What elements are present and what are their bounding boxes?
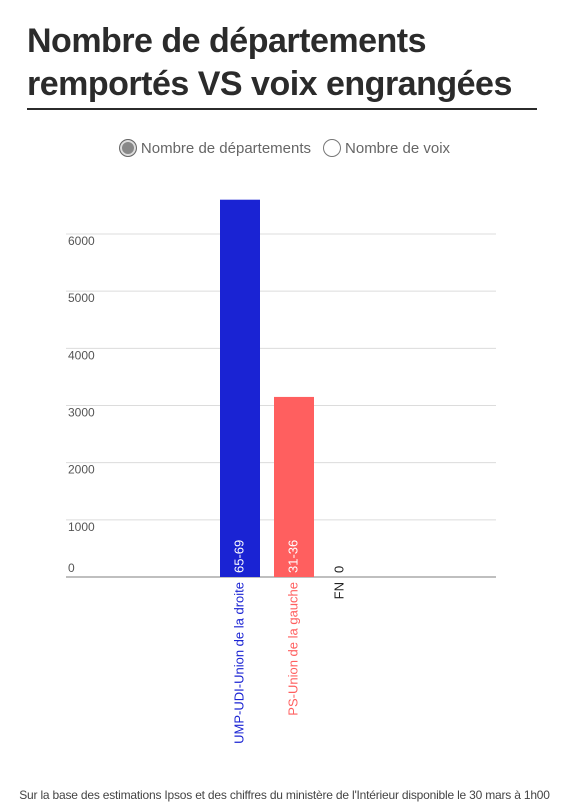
- y-tick-label: 0: [68, 561, 75, 575]
- bar: [220, 199, 260, 577]
- toggle-option-departements[interactable]: Nombre de départements: [118, 139, 312, 157]
- y-tick-label: 4000: [68, 348, 95, 362]
- y-tick-label: 5000: [68, 291, 95, 305]
- view-toggle: Nombre de départements Nombre de voix: [0, 139, 569, 157]
- bar-chart: 0 1000 2000 3000 4000 5000 6000 65-69 UMP-UDI-Un…: [66, 199, 496, 744]
- radio-selected-icon[interactable]: [118, 139, 137, 157]
- x-tick-label: UMP-UDI-Union de la droite: [231, 582, 246, 744]
- toggle-option-label: Nombre de voix: [345, 139, 451, 157]
- chart-title: Nombre de départements remportés VS voix…: [27, 20, 537, 110]
- source-footnote: Sur la base des estimations Ipsos et des…: [19, 788, 550, 802]
- y-tick-label: 1000: [68, 520, 95, 534]
- bar-value-label: 0: [331, 566, 346, 573]
- bar: [274, 396, 314, 577]
- x-tick-label: FN: [331, 582, 346, 599]
- toggle-option-voix[interactable]: Nombre de voix: [323, 139, 450, 157]
- bar-value-label: 65-69: [231, 540, 246, 573]
- toggle-option-label: Nombre de départements: [140, 139, 312, 157]
- y-tick-label: 2000: [68, 463, 95, 477]
- y-tick-label: 3000: [68, 406, 95, 420]
- bar-value-label: 31-36: [285, 540, 300, 573]
- y-tick-label: 6000: [68, 234, 95, 248]
- radio-unselected-icon[interactable]: [323, 139, 342, 157]
- x-tick-label: PS-Union de la gauche: [285, 582, 300, 716]
